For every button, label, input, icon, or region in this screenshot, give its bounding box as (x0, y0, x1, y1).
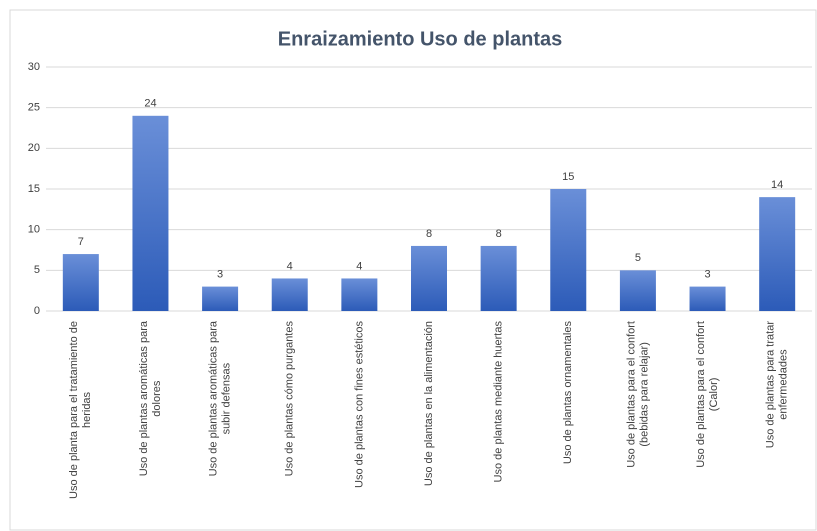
bar (341, 278, 378, 311)
y-tick-label: 5 (34, 264, 40, 276)
x-tick-label: Uso de plantas cómo purgantes (284, 321, 296, 477)
data-label: 5 (635, 252, 641, 264)
chart-title: Enraizamiento Uso de plantas (278, 28, 563, 50)
y-tick-label: 15 (28, 183, 40, 195)
bar (480, 245, 517, 311)
data-label: 4 (287, 260, 293, 272)
bar (271, 278, 308, 311)
x-tick-label: Uso de plantas aromáticas para (207, 320, 219, 476)
bar (689, 286, 726, 311)
data-label: 15 (562, 171, 574, 183)
y-tick-label: 20 (28, 142, 40, 154)
x-tick-label: Uso de plantas ornamentales (562, 321, 574, 465)
x-tick-label: Uso de plantas para el confort (695, 321, 707, 468)
data-label: 4 (356, 260, 362, 272)
data-label: 3 (704, 269, 710, 281)
data-label: 14 (771, 179, 783, 191)
x-tick-label: Uso de plantas aromáticas para (138, 320, 150, 476)
bar (202, 286, 239, 311)
x-tick-label: dolores (151, 380, 163, 417)
bar (132, 115, 169, 311)
bar (62, 254, 99, 311)
bar (619, 270, 656, 311)
data-label: 24 (144, 98, 156, 110)
x-tick-label: Uso de plantas para el confort (625, 321, 637, 468)
bar (411, 245, 447, 311)
x-tick-label: Uso de plantas con fines estéticos (353, 321, 365, 488)
x-tick-label: heridas (81, 391, 93, 428)
data-label: 8 (426, 228, 432, 240)
data-label: 8 (496, 228, 502, 240)
data-label: 3 (217, 269, 223, 281)
bar (550, 189, 587, 311)
x-tick-label: Uso de planta para el tratamiento de (68, 321, 80, 499)
bar (759, 197, 796, 311)
x-tick-label: Uso de plantas para tratar (765, 321, 777, 449)
x-tick-label: (Calor) (708, 378, 720, 412)
data-label: 7 (78, 236, 84, 248)
x-tick-label: Uso de plantas en la alimentación (423, 321, 435, 486)
x-tick-label: enfermedades (778, 349, 790, 420)
y-tick-label: 30 (28, 61, 40, 73)
y-tick-label: 10 (28, 224, 40, 236)
x-tick-label: (bebidas para relajar) (638, 342, 650, 447)
x-tick-label: subir defensas (220, 362, 232, 434)
y-tick-label: 0 (34, 305, 40, 317)
y-tick-label: 25 (28, 102, 40, 114)
x-tick-label: Uso de plantas mediante huertas (493, 321, 505, 483)
